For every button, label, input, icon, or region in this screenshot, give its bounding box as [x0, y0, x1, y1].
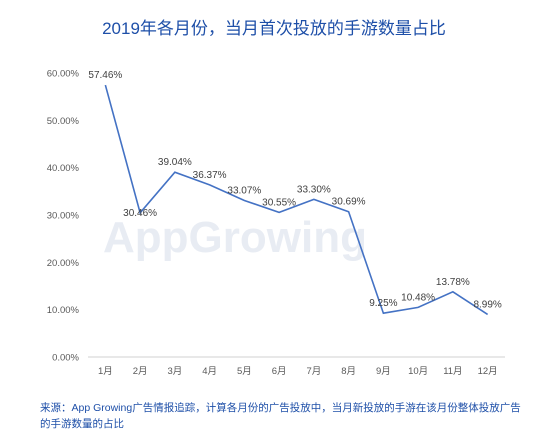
source-note: 来源：App Growing广告情报追踪，计算各月份的广告投放中，当月新投放的手… — [40, 402, 521, 430]
series-line — [104, 84, 489, 316]
x-tick-label: 8月 — [341, 366, 356, 377]
data-label: 33.07% — [227, 185, 261, 196]
y-tick-label: 50.00% — [47, 116, 80, 127]
x-tick-label: 3月 — [167, 366, 182, 377]
y-tick-label: 40.00% — [47, 163, 80, 174]
chart-title: 2019年各月份，当月首次投放的手游数量占比 — [102, 19, 446, 38]
data-label: 13.78% — [436, 277, 470, 288]
data-label: 39.04% — [158, 157, 192, 168]
x-tick-label: 1月 — [98, 366, 113, 377]
data-label: 10.48% — [401, 292, 435, 303]
data-label: 36.37% — [193, 170, 227, 181]
y-tick-label: 10.00% — [47, 305, 80, 316]
x-tick-label: 5月 — [237, 366, 252, 377]
watermark-logo: AppGrowing — [103, 213, 367, 262]
x-tick-label: 4月 — [202, 366, 217, 377]
y-tick-label: 30.00% — [47, 211, 80, 222]
x-tick-label: 6月 — [272, 366, 287, 377]
x-tick-label: 10月 — [408, 366, 428, 377]
data-label: 57.46% — [88, 70, 122, 81]
data-label: 30.55% — [262, 197, 296, 208]
x-tick-label: 7月 — [306, 366, 321, 377]
watermark-text: AppGrowing — [103, 213, 367, 262]
data-label: 30.69% — [332, 197, 366, 208]
y-tick-label: 20.00% — [47, 258, 80, 269]
x-tick-label: 12月 — [478, 366, 498, 377]
data-label: 9.25% — [369, 298, 397, 309]
x-tick-label: 11月 — [443, 366, 462, 377]
data-label: 8.99% — [473, 299, 501, 310]
y-tick-label: 0.00% — [52, 353, 79, 364]
data-label: 33.30% — [297, 184, 331, 195]
x-tick-label: 2月 — [133, 366, 148, 377]
data-label: 30.46% — [123, 208, 157, 219]
y-tick-label: 60.00% — [47, 69, 80, 80]
x-tick-label: 9月 — [376, 366, 391, 377]
